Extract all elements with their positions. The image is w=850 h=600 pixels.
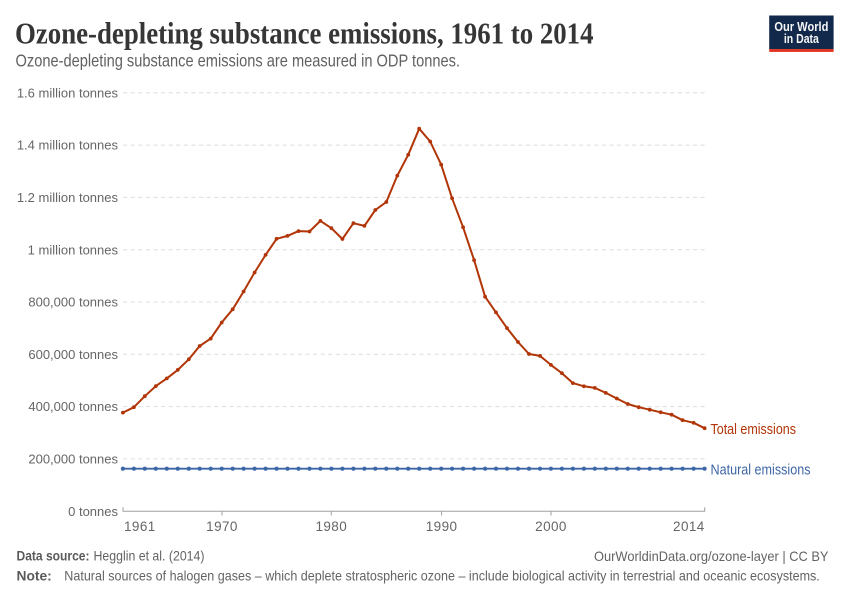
svg-text:Hegglin et al. (2014): Hegglin et al. (2014) <box>94 548 205 563</box>
svg-text:1.4 million tonnes: 1.4 million tonnes <box>17 138 119 153</box>
svg-text:Natural emissions: Natural emissions <box>711 462 811 478</box>
svg-text:Total emissions: Total emissions <box>711 422 797 438</box>
svg-text:Our World: Our World <box>774 20 828 34</box>
svg-text:800,000 tonnes: 800,000 tonnes <box>28 295 118 310</box>
svg-text:2014: 2014 <box>673 519 705 534</box>
svg-text:600,000 tonnes: 600,000 tonnes <box>28 347 118 362</box>
svg-text:Note:: Note: <box>17 568 52 583</box>
svg-text:2000: 2000 <box>535 519 567 534</box>
svg-text:1980: 1980 <box>315 519 347 534</box>
svg-text:1961: 1961 <box>124 519 156 534</box>
svg-text:400,000 tonnes: 400,000 tonnes <box>28 399 118 414</box>
svg-text:1.6 million tonnes: 1.6 million tonnes <box>17 85 119 100</box>
svg-text:200,000 tonnes: 200,000 tonnes <box>28 452 118 467</box>
svg-text:1970: 1970 <box>206 519 238 534</box>
svg-text:1990: 1990 <box>426 519 458 534</box>
svg-text:1 million tonnes: 1 million tonnes <box>28 242 119 257</box>
svg-text:OurWorldinData.org/ozone-layer: OurWorldinData.org/ozone-layer | CC BY <box>594 549 829 564</box>
svg-text:0 tonnes: 0 tonnes <box>68 504 118 519</box>
svg-text:Ozone-depleting substance emis: Ozone-depleting substance emissions are … <box>16 51 461 71</box>
svg-text:in Data: in Data <box>784 32 820 46</box>
svg-text:Ozone-depleting substance emis: Ozone-depleting substance emissions, 196… <box>15 15 594 50</box>
svg-text:1.2 million tonnes: 1.2 million tonnes <box>17 190 119 205</box>
svg-text:Data source:: Data source: <box>17 548 90 563</box>
svg-text:Natural sources of halogen gas: Natural sources of halogen gases – which… <box>64 568 820 583</box>
